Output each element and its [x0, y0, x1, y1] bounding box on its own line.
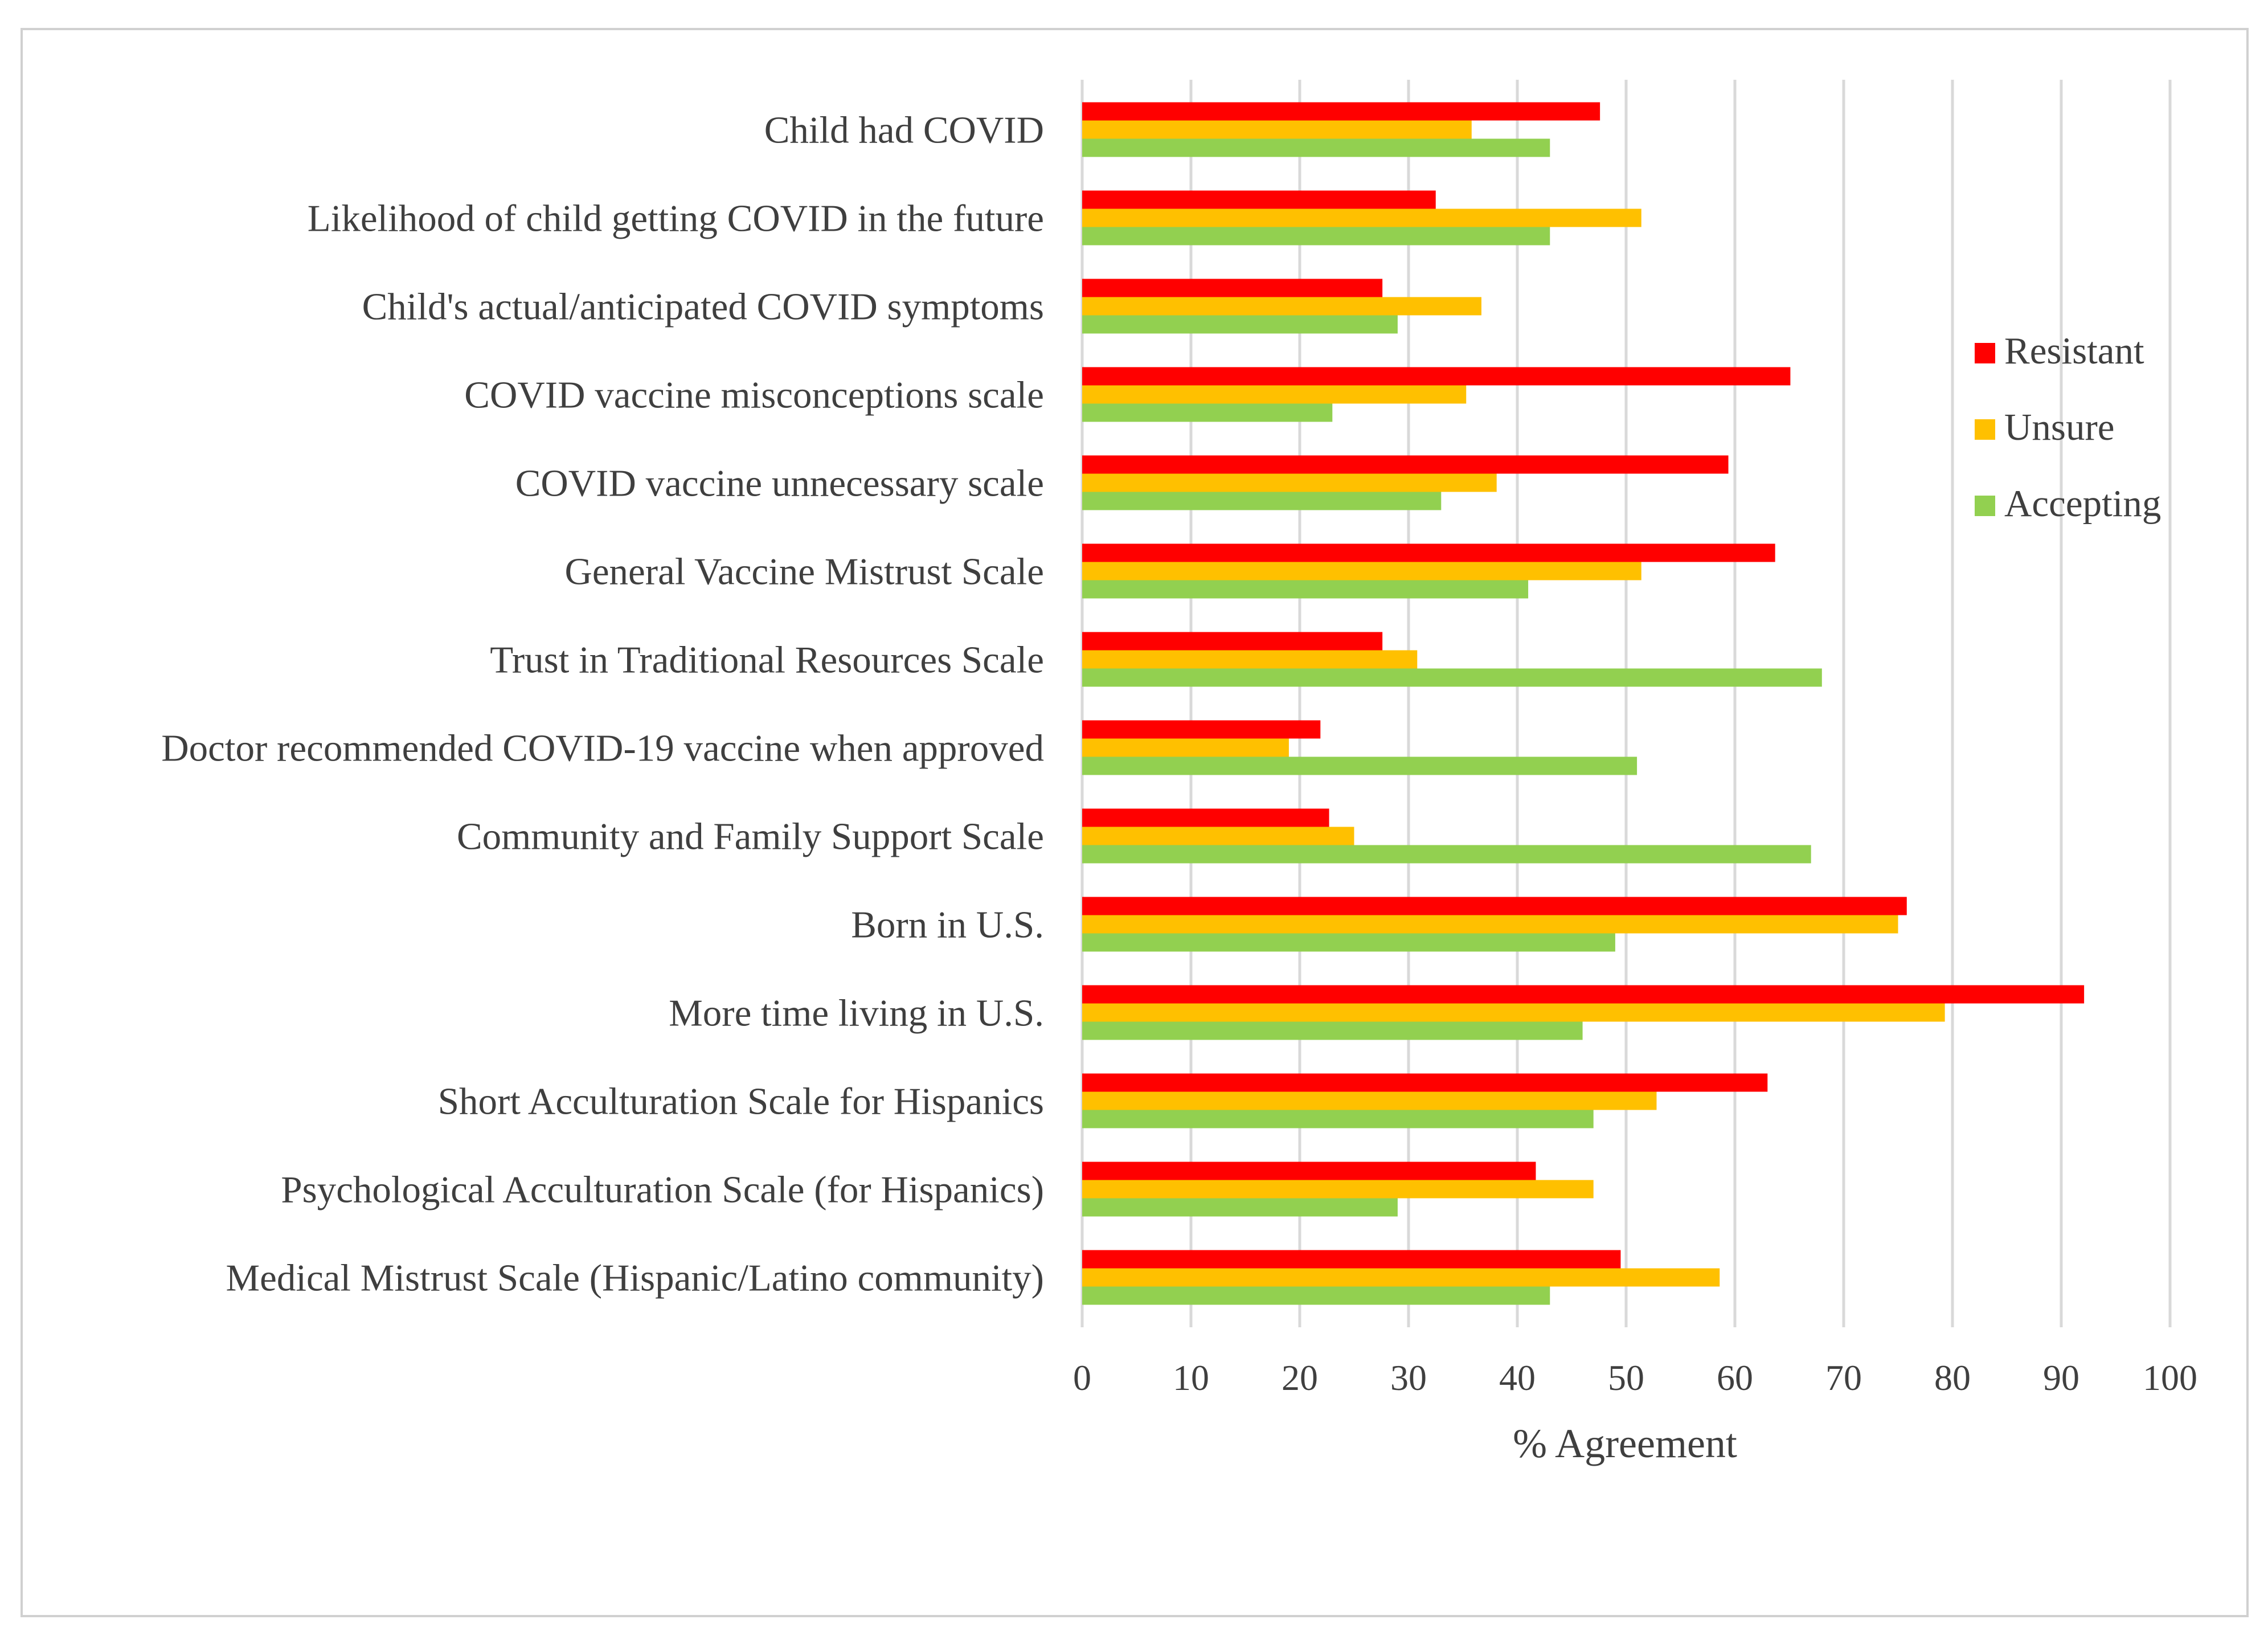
- bar-accepting-5: [1082, 580, 1529, 599]
- bar-resistant-10: [1082, 985, 2085, 1004]
- bar-accepting-1: [1082, 227, 1550, 246]
- bar-resistant-1: [1082, 190, 1436, 209]
- x-tick-label: 10: [1173, 1357, 1209, 1398]
- category-labels: Child had COVID Likelihood of child getti…: [161, 109, 1044, 1299]
- x-axis-title: % Agreement: [1513, 1421, 1737, 1466]
- x-tick-label: 30: [1390, 1357, 1427, 1398]
- category-label: More time living in U.S.: [669, 992, 1044, 1034]
- bar-unsure-12: [1082, 1180, 1594, 1199]
- legend-label-accepting: Accepting: [2004, 482, 2161, 525]
- category-label: COVID vaccine unnecessary scale: [515, 463, 1044, 505]
- bar-accepting-13: [1082, 1286, 1550, 1305]
- bar-resistant-5: [1082, 543, 1775, 562]
- x-tick-label: 40: [1499, 1357, 1536, 1398]
- bar-resistant-2: [1082, 279, 1383, 297]
- bar-resistant-0: [1082, 102, 1600, 121]
- bar-accepting-6: [1082, 668, 1822, 687]
- category-label: Short Acculturation Scale for Hispanics: [438, 1081, 1044, 1123]
- bar-unsure-5: [1082, 562, 1641, 580]
- legend: Resistant Unsure Accepting: [1975, 330, 2161, 525]
- bar-accepting-0: [1082, 138, 1550, 157]
- bar-accepting-8: [1082, 845, 1811, 864]
- x-tick-label: 20: [1282, 1357, 1318, 1398]
- bar-accepting-9: [1082, 933, 1615, 952]
- bars: [1082, 102, 2085, 1305]
- gridlines: [1080, 80, 2172, 1327]
- x-tick-label: 50: [1608, 1357, 1644, 1398]
- bar-accepting-10: [1082, 1021, 1583, 1040]
- bar-resistant-7: [1082, 720, 1321, 739]
- bar-unsure-2: [1082, 297, 1481, 316]
- bar-resistant-6: [1082, 632, 1383, 651]
- bar-unsure-7: [1082, 738, 1289, 757]
- bar-unsure-6: [1082, 650, 1418, 669]
- category-label: COVID vaccine misconceptions scale: [464, 374, 1044, 416]
- category-label: General Vaccine Mistrust Scale: [564, 551, 1044, 593]
- category-label: Doctor recommended COVID-19 vaccine when…: [161, 727, 1044, 770]
- bar-resistant-11: [1082, 1073, 1768, 1092]
- bar-accepting-7: [1082, 756, 1637, 775]
- legend-label-resistant: Resistant: [2004, 330, 2144, 372]
- bar-unsure-0: [1082, 120, 1472, 139]
- bar-unsure-11: [1082, 1091, 1657, 1110]
- legend-label-unsure: Unsure: [2004, 406, 2115, 448]
- bar-unsure-13: [1082, 1268, 1720, 1287]
- x-tick-label: 60: [1717, 1357, 1753, 1398]
- category-label: Child had COVID: [764, 109, 1044, 152]
- bar-unsure-8: [1082, 827, 1354, 845]
- legend-swatch-unsure: [1975, 419, 1995, 440]
- category-label: Medical Mistrust Scale (Hispanic/Latino …: [226, 1257, 1044, 1299]
- bar-unsure-10: [1082, 1003, 1945, 1022]
- category-label: Psychological Acculturation Scale (for H…: [281, 1169, 1044, 1211]
- bar-unsure-3: [1082, 385, 1467, 404]
- category-label: Born in U.S.: [851, 904, 1044, 946]
- bar-accepting-11: [1082, 1110, 1594, 1128]
- bar-accepting-3: [1082, 403, 1333, 422]
- bar-accepting-12: [1082, 1198, 1398, 1217]
- bar-unsure-4: [1082, 473, 1497, 492]
- legend-swatch-accepting: [1975, 496, 1995, 516]
- bar-unsure-9: [1082, 915, 1898, 934]
- bar-accepting-4: [1082, 492, 1442, 510]
- bar-resistant-4: [1082, 455, 1729, 474]
- x-tick-label: 70: [1825, 1357, 1862, 1398]
- bar-resistant-8: [1082, 808, 1329, 827]
- bar-resistant-3: [1082, 367, 1791, 386]
- x-tick-label: 80: [1934, 1357, 1971, 1398]
- category-label: Trust in Traditional Resources Scale: [490, 639, 1044, 681]
- x-tick-label: 0: [1073, 1357, 1091, 1398]
- bar-resistant-9: [1082, 897, 1907, 915]
- category-label: Child's actual/anticipated COVID symptom…: [362, 286, 1044, 328]
- bar-accepting-2: [1082, 315, 1398, 334]
- bar-unsure-1: [1082, 208, 1641, 227]
- category-label: Community and Family Support Scale: [457, 816, 1044, 858]
- x-axis-ticks: 0 10 20 30 40 50 60 70 80 90 100: [1073, 1357, 2197, 1398]
- x-tick-label: 100: [2143, 1357, 2197, 1398]
- category-label: Likelihood of child getting COVID in the…: [308, 198, 1044, 240]
- bar-resistant-12: [1082, 1162, 1536, 1180]
- x-tick-label: 90: [2043, 1357, 2079, 1398]
- bar-resistant-13: [1082, 1250, 1621, 1269]
- legend-swatch-resistant: [1975, 343, 1995, 363]
